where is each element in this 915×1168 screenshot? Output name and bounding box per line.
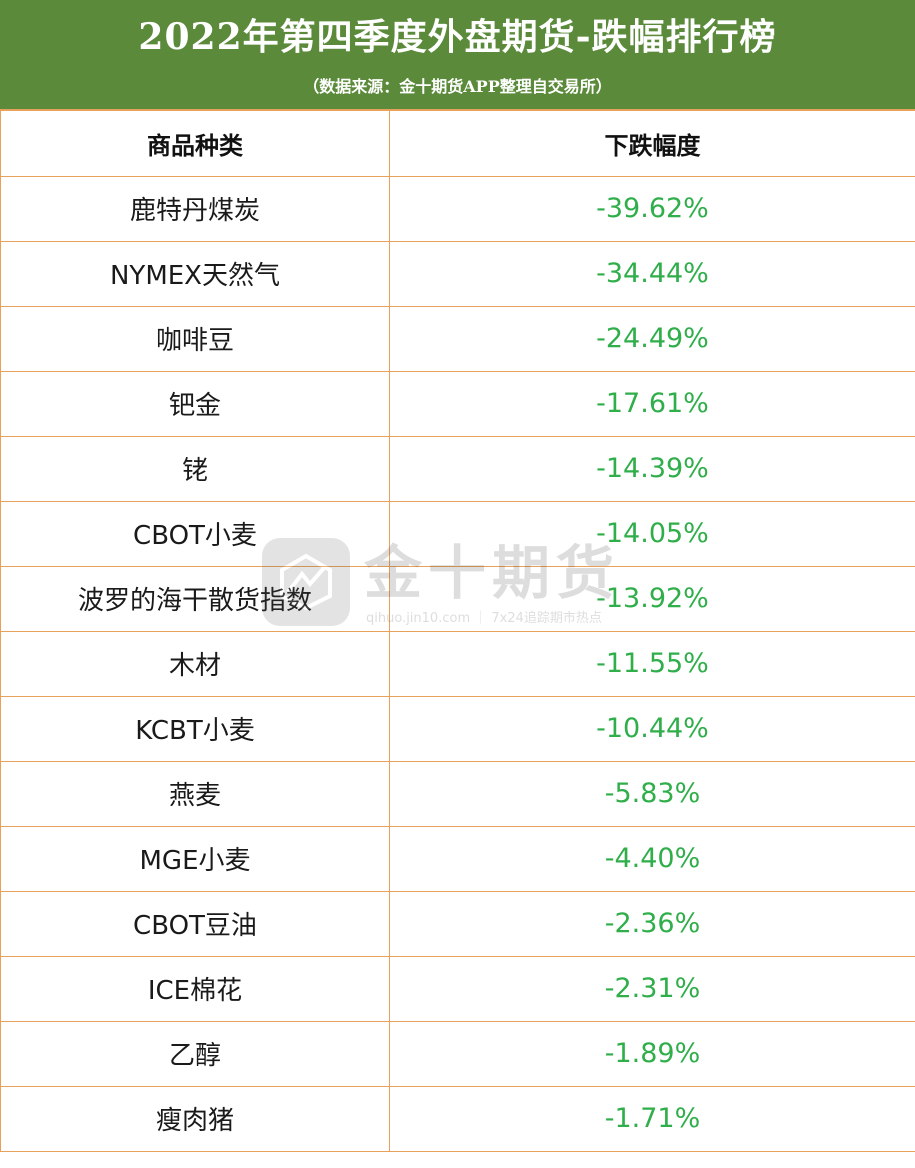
decline-value: -11.55% [389,630,915,697]
decline-value: -39.62% [389,175,915,242]
decline-value: -17.61% [389,370,915,437]
decline-value: -5.83% [389,760,915,827]
commodity-name: CBOT豆油 [0,890,390,957]
decline-value: -2.36% [389,890,915,957]
decline-value: -14.39% [389,435,915,502]
commodity-name: 乙醇 [0,1020,390,1087]
table-row: 钯金 -17.61% [0,370,915,437]
ranking-table-body: 鹿特丹煤炭 -39.62% NYMEX天然气 -34.44% 咖啡豆 -24.49% 钯金 -… [0,175,915,1152]
table-row: ICE棉花 -2.31% [0,955,915,1022]
decline-value: -1.71% [389,1085,915,1152]
decline-value: -13.92% [389,565,915,632]
commodity-name: 铑 [0,435,390,502]
commodity-name: KCBT小麦 [0,695,390,762]
table-header-banner: 2022年第四季度外盘期货-跌幅排行榜 （数据来源：金十期货APP整理自交易所） [0,0,915,111]
table-row: MGE小麦 -4.40% [0,825,915,892]
decline-value: -1.89% [389,1020,915,1087]
table-row: 乙醇 -1.89% [0,1020,915,1087]
commodity-name: MGE小麦 [0,825,390,892]
decline-value: -2.31% [389,955,915,1022]
table-row: 瘦肉猪 -1.71% [0,1085,915,1152]
decline-value: -34.44% [389,240,915,307]
decline-value: -24.49% [389,305,915,372]
commodity-name: 瘦肉猪 [0,1085,390,1152]
decline-value: -4.40% [389,825,915,892]
ranking-table: 商品种类 下跌幅度 鹿特丹煤炭 -39.62% NYMEX天然气 -34.44% 咖啡豆… [0,111,915,1152]
commodity-name: 咖啡豆 [0,305,390,372]
data-source-note: （数据来源：金十期货APP整理自交易所） [303,77,612,96]
column-header-decline: 下跌幅度 [389,111,915,177]
table-row: 咖啡豆 -24.49% [0,305,915,372]
table-row: 鹿特丹煤炭 -39.62% [0,175,915,242]
commodity-name: NYMEX天然气 [0,240,390,307]
decline-value: -10.44% [389,695,915,762]
commodity-name: 燕麦 [0,760,390,827]
column-header-row: 商品种类 下跌幅度 [0,111,915,177]
table-row: CBOT豆油 -2.36% [0,890,915,957]
commodity-name: 鹿特丹煤炭 [0,175,390,242]
table-row: 波罗的海干散货指数 -13.92% [0,565,915,632]
decline-value: -14.05% [389,500,915,567]
commodity-name: 木材 [0,630,390,697]
commodity-name: 波罗的海干散货指数 [0,565,390,632]
column-header-commodity: 商品种类 [0,111,390,177]
commodity-name: ICE棉花 [0,955,390,1022]
table-row: 铑 -14.39% [0,435,915,502]
page-title: 2022年第四季度外盘期货-跌幅排行榜 [138,16,777,58]
table-row: KCBT小麦 -10.44% [0,695,915,762]
commodity-name: 钯金 [0,370,390,437]
commodity-name: CBOT小麦 [0,500,390,567]
table-row: NYMEX天然气 -34.44% [0,240,915,307]
table-row: 燕麦 -5.83% [0,760,915,827]
table-row: CBOT小麦 -14.05% [0,500,915,567]
table-row: 木材 -11.55% [0,630,915,697]
